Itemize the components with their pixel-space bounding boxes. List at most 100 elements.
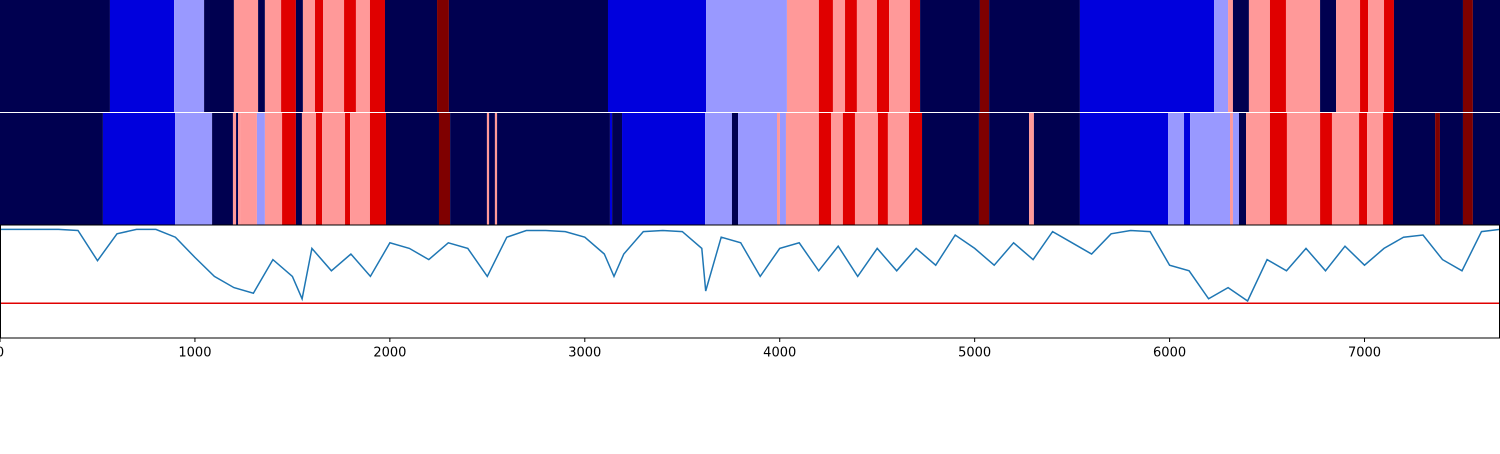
segment [102, 113, 176, 225]
x-tick-label: 3000 [568, 346, 601, 361]
segment [1472, 113, 1500, 225]
segment [786, 0, 819, 112]
segment [1383, 113, 1393, 225]
segment [302, 0, 316, 112]
segment [438, 113, 451, 225]
segment [1393, 0, 1463, 112]
segment [920, 0, 980, 112]
x-tick-label: 0 [0, 346, 4, 361]
segment [1360, 0, 1369, 112]
segment [322, 113, 346, 225]
segment [238, 113, 241, 225]
segment [1320, 0, 1337, 112]
segment [109, 0, 175, 112]
segment [384, 0, 438, 112]
segment [315, 0, 324, 112]
segment [345, 113, 351, 225]
segment [1367, 113, 1384, 225]
segment [887, 113, 909, 225]
segment [295, 113, 302, 225]
segment [212, 113, 233, 225]
segment [1238, 113, 1247, 225]
segment [1269, 0, 1286, 112]
segment [175, 113, 213, 225]
segment [818, 0, 833, 112]
segment [282, 113, 296, 225]
segment [0, 0, 110, 112]
segment [281, 0, 296, 112]
segment [832, 0, 846, 112]
segment [1228, 0, 1233, 112]
segment [295, 0, 303, 112]
segment [448, 0, 608, 112]
segment [979, 0, 990, 112]
segment [489, 113, 495, 225]
segment [845, 0, 857, 112]
segment [1029, 113, 1034, 225]
segment [1462, 0, 1473, 112]
segment [877, 113, 888, 225]
segment [1384, 0, 1394, 112]
segment [1331, 113, 1360, 225]
segment [494, 113, 498, 225]
segment [1285, 0, 1321, 112]
segment [607, 0, 707, 112]
segment [301, 113, 316, 225]
segment [204, 0, 234, 112]
segment [705, 113, 732, 225]
segment [609, 113, 613, 225]
segment [450, 113, 487, 225]
segment [1462, 113, 1473, 225]
segment [909, 0, 921, 112]
segment [978, 113, 990, 225]
segment [437, 0, 449, 112]
segment [856, 0, 877, 112]
segment [315, 113, 323, 225]
segment [622, 113, 706, 225]
segment [240, 113, 257, 225]
segment [323, 0, 345, 112]
segment [818, 113, 831, 225]
segment [1232, 0, 1249, 112]
segment [369, 113, 386, 225]
segment [876, 0, 890, 112]
segment [1168, 113, 1185, 225]
segment [706, 0, 787, 112]
segment [344, 0, 356, 112]
x-tick-label: 2000 [373, 346, 406, 361]
plot-frame [0, 224, 1500, 339]
segment [889, 0, 910, 112]
segment [385, 113, 439, 225]
segment [1269, 113, 1287, 225]
segment [989, 113, 1030, 225]
segment [232, 113, 237, 225]
segment [612, 113, 623, 225]
segment [1320, 113, 1332, 225]
segment [922, 113, 979, 225]
segment [1439, 113, 1463, 225]
segment [1472, 0, 1500, 112]
segment [264, 0, 282, 112]
segment [258, 0, 265, 112]
segment [350, 113, 370, 225]
segment [233, 0, 259, 112]
segment [1190, 113, 1231, 225]
segment [738, 113, 777, 225]
segment [174, 0, 205, 112]
segment [486, 113, 490, 225]
x-tick-label: 6000 [1153, 346, 1186, 361]
segment [264, 113, 283, 225]
x-tick-label: 7000 [1348, 346, 1381, 361]
segment [1336, 0, 1361, 112]
x-tick-label: 1000 [178, 346, 211, 361]
signal-line [0, 228, 1500, 303]
segment [1359, 113, 1368, 225]
segment [1079, 0, 1215, 112]
segment [497, 113, 610, 225]
x-tick-label: 4000 [763, 346, 796, 361]
segment [1230, 113, 1233, 225]
segment [1079, 113, 1169, 225]
segment [1368, 0, 1385, 112]
